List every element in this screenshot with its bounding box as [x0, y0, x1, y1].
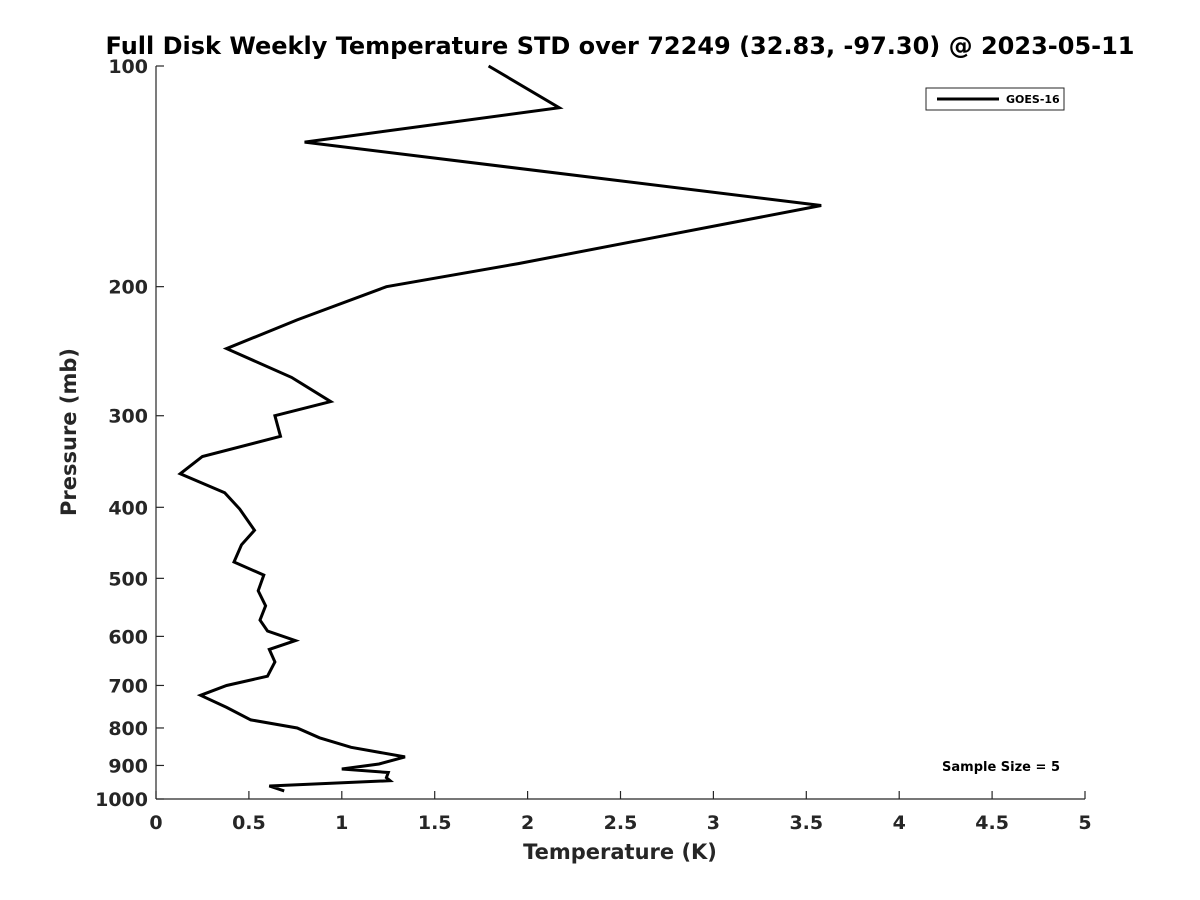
x-tick-label: 0	[149, 812, 162, 834]
y-ticks: 100 200 300 400 500 600 700 800 900 1000	[95, 56, 164, 811]
y-tick-label: 300	[108, 406, 148, 428]
x-tick-label: 5	[1078, 812, 1091, 834]
x-ticks: 0 0.5 1 1.5 2 2.5 3 3.5 4 4.5 5	[149, 791, 1092, 834]
chart-title: Full Disk Weekly Temperature STD over 72…	[106, 32, 1135, 60]
axes	[155, 66, 1085, 800]
series-layer	[177, 64, 822, 793]
legend-label-goes-16: GOES-16	[1006, 93, 1060, 106]
y-tick-label: 600	[108, 626, 148, 648]
y-tick-label: 900	[108, 755, 148, 777]
y-tick-label: 700	[108, 675, 148, 697]
y-axis-label: Pressure (mb)	[57, 348, 81, 516]
y-tick-label: 1000	[95, 789, 148, 811]
y-tick-label: 800	[108, 718, 148, 740]
x-axis-label: Temperature (K)	[523, 840, 717, 864]
x-tick-label: 3	[707, 812, 720, 834]
y-tick-label: 100	[108, 56, 148, 78]
y-tick-label: 500	[108, 568, 148, 590]
y-tick-label: 200	[108, 277, 148, 299]
series-line-goes-16	[177, 64, 822, 793]
x-tick-label: 2	[521, 812, 534, 834]
x-tick-label: 1.5	[418, 812, 452, 834]
x-tick-label: 0.5	[232, 812, 266, 834]
x-tick-label: 1	[335, 812, 348, 834]
sample-size-annotation: Sample Size = 5	[942, 760, 1060, 775]
legend: GOES-16	[925, 87, 1065, 111]
x-tick-label: 4.5	[975, 812, 1009, 834]
y-tick-label: 400	[108, 497, 148, 519]
x-tick-label: 4	[893, 812, 906, 834]
x-tick-label: 3.5	[789, 812, 823, 834]
x-tick-label: 2.5	[604, 812, 638, 834]
